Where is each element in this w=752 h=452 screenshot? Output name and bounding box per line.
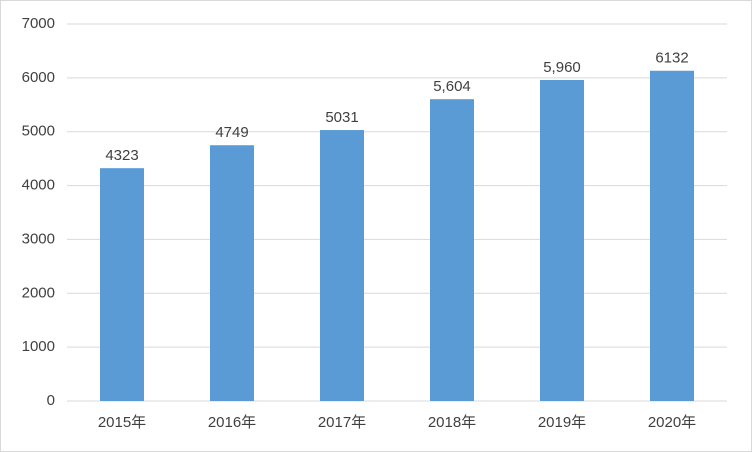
y-tick-label: 5000: [22, 123, 55, 140]
y-tick-label: 6000: [22, 69, 55, 86]
bar: [320, 130, 364, 401]
x-tick-label: 2018年: [428, 414, 476, 431]
bar: [650, 70, 694, 402]
data-label: 5,604: [433, 78, 471, 95]
x-tick-label: 2015年: [98, 414, 146, 431]
y-tick-label: 1000: [22, 338, 55, 355]
x-tick-label: 2017年: [318, 414, 366, 431]
data-label: 4749: [215, 124, 248, 141]
x-tick-label: 2016年: [208, 414, 256, 431]
bar: [210, 145, 254, 401]
bar: [430, 99, 474, 401]
y-tick-label: 3000: [22, 230, 55, 247]
data-label: 5031: [325, 109, 358, 126]
y-tick-label: 2000: [22, 284, 55, 301]
y-tick-label: 0: [47, 392, 55, 409]
bar: [100, 168, 144, 401]
data-label: 6132: [655, 50, 688, 67]
bar: [540, 80, 584, 402]
x-tick-label: 2019年: [538, 414, 586, 431]
y-tick-label: 4000: [22, 177, 55, 194]
y-tick-label: 7000: [22, 15, 55, 32]
x-tick-label: 2020年: [648, 414, 696, 431]
data-label: 4323: [105, 147, 138, 164]
data-label: 5,960: [543, 59, 581, 76]
